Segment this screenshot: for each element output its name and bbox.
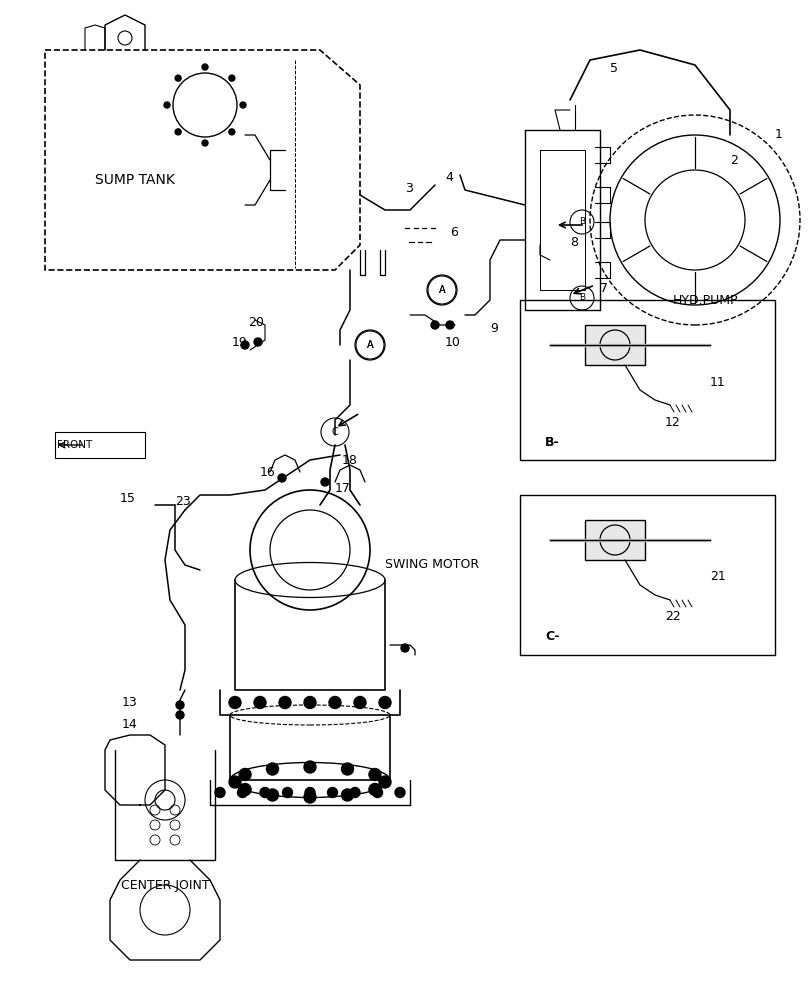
Circle shape [254,696,266,708]
Text: 3: 3 [405,182,413,195]
Circle shape [395,788,405,798]
Text: 5: 5 [610,62,618,75]
Circle shape [175,75,181,81]
Bar [520,495,775,655]
Circle shape [175,129,181,135]
Circle shape [240,102,246,108]
Circle shape [283,788,292,798]
Circle shape [379,696,391,708]
Text: SWING MOTOR: SWING MOTOR [385,558,479,572]
Text: 13: 13 [122,696,137,708]
Circle shape [260,788,270,798]
Text: 22: 22 [665,610,681,624]
Circle shape [176,701,184,709]
Text: FRONT: FRONT [57,440,93,450]
Circle shape [229,129,235,135]
Circle shape [238,788,247,798]
Text: 10: 10 [445,336,461,349]
Bar [585,325,645,365]
Text: 14: 14 [122,718,137,732]
Circle shape [304,791,316,803]
Circle shape [229,696,241,708]
Text: 7: 7 [600,282,608,294]
Circle shape [241,341,249,349]
Circle shape [354,696,366,708]
Text: CENTER JOINT: CENTER JOINT [120,879,209,892]
Circle shape [350,788,360,798]
Text: 4: 4 [445,171,452,184]
Circle shape [329,696,341,708]
Text: A: A [367,340,373,350]
Text: 23: 23 [175,495,191,508]
Circle shape [304,696,316,708]
Text: 12: 12 [665,416,681,428]
Text: SUMP TANK: SUMP TANK [95,173,175,187]
Text: B-: B- [545,436,560,448]
Text: B: B [579,218,585,227]
Text: 15: 15 [120,492,136,505]
Text: A: A [367,340,373,350]
Circle shape [401,644,409,652]
Bar [520,300,775,460]
Circle shape [229,776,241,788]
Text: HYD.PUMP: HYD.PUMP [672,294,738,306]
Circle shape [229,75,235,81]
Circle shape [446,321,454,329]
Text: 9: 9 [490,322,498,334]
Circle shape [267,789,279,801]
Bar [585,520,645,560]
Text: C-: C- [545,631,559,644]
Circle shape [342,789,354,801]
Text: 8: 8 [570,235,578,248]
Text: A: A [439,285,445,295]
Circle shape [254,338,262,346]
Circle shape [372,788,382,798]
Circle shape [379,776,391,788]
Circle shape [202,140,208,146]
Text: 18: 18 [342,454,358,466]
Text: 19: 19 [232,336,248,349]
Circle shape [239,784,251,796]
Text: 6: 6 [450,226,458,238]
Circle shape [176,711,184,719]
Text: 21: 21 [710,570,726,583]
Text: B: B [579,294,585,302]
Circle shape [321,478,329,486]
Circle shape [369,768,381,780]
Circle shape [279,696,291,708]
Text: 1: 1 [775,128,783,141]
Circle shape [267,763,279,775]
Circle shape [215,788,225,798]
Circle shape [327,788,338,798]
Circle shape [239,768,251,780]
Circle shape [278,474,286,482]
Text: 11: 11 [710,375,726,388]
Circle shape [431,321,439,329]
Text: 20: 20 [248,316,264,328]
Circle shape [304,761,316,773]
Text: 2: 2 [730,153,738,166]
Circle shape [342,763,354,775]
Circle shape [202,64,208,70]
Text: 16: 16 [260,466,276,479]
Bar [55,432,145,458]
Circle shape [369,784,381,796]
Text: C: C [331,427,339,437]
Text: A: A [439,285,445,295]
Text: 17: 17 [335,482,351,494]
Circle shape [305,788,315,798]
Circle shape [164,102,170,108]
